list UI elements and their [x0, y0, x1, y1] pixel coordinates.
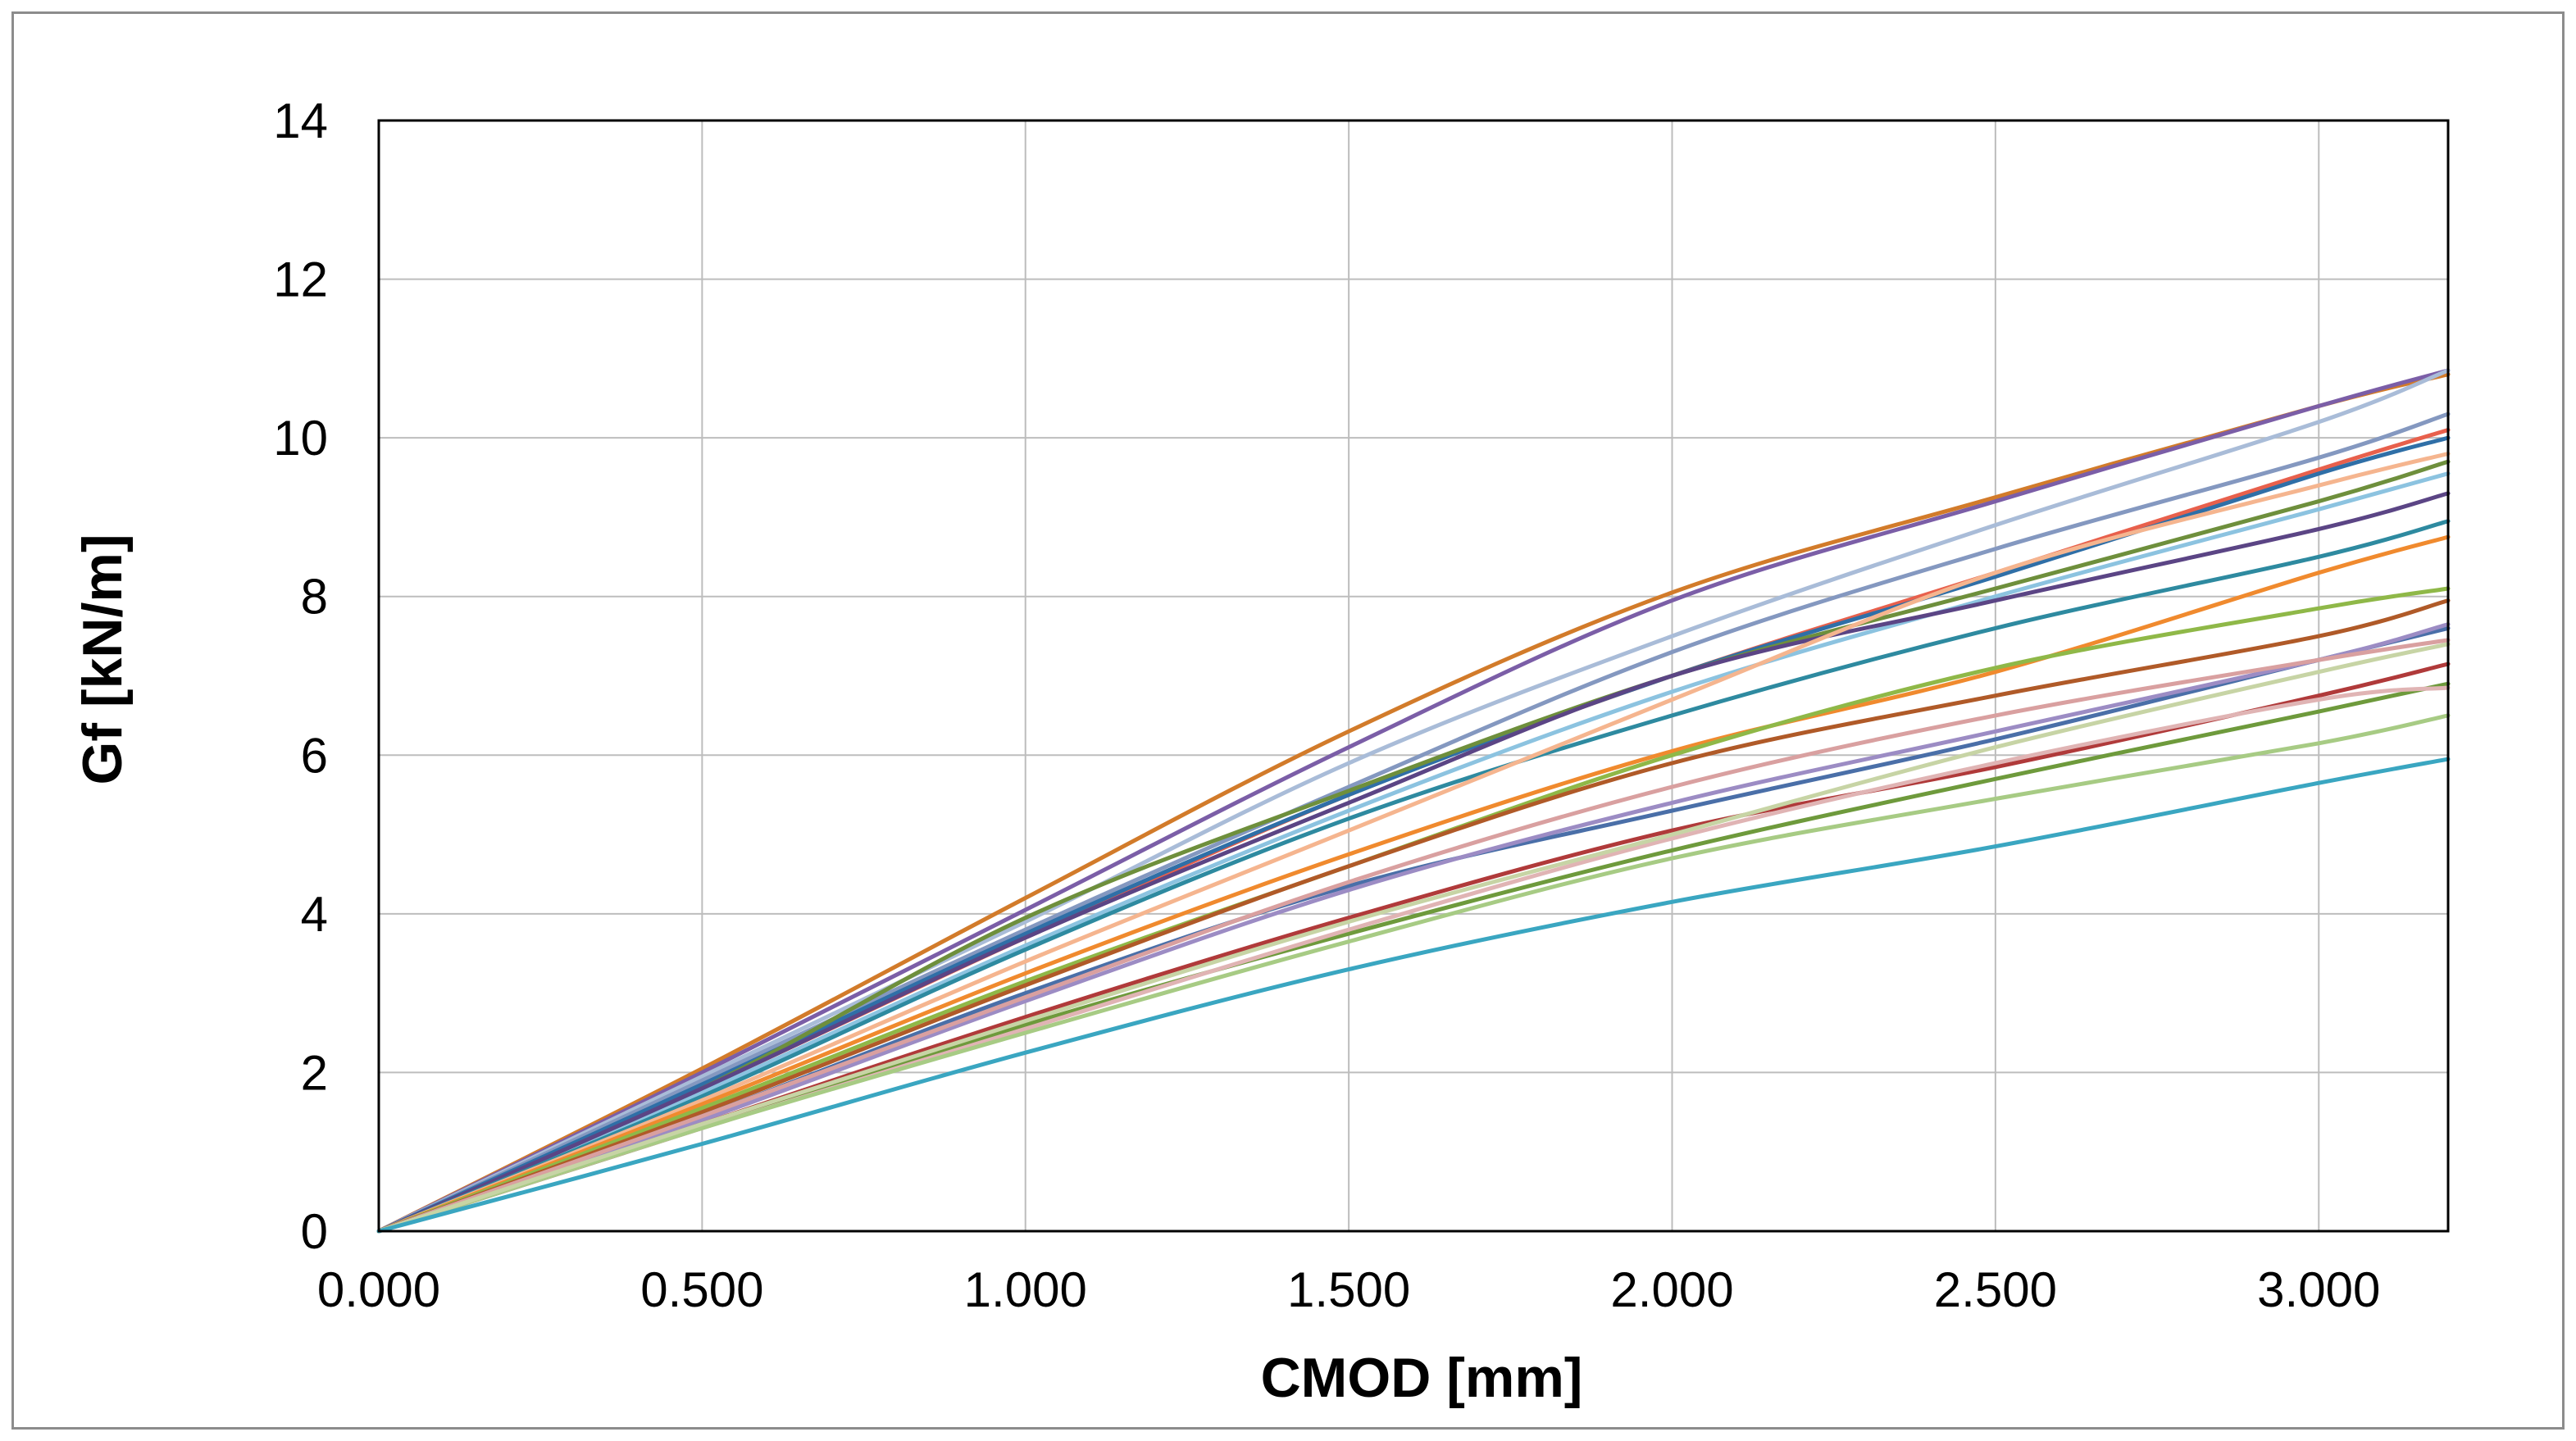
x-tick-label: 2.000 [1610, 1262, 1733, 1317]
x-tick-label: 0.000 [317, 1262, 440, 1317]
x-tick-label: 3.000 [2257, 1262, 2380, 1317]
y-axis-ticks: 0 2 4 6 8 10 12 14 [273, 93, 328, 1259]
y-tick-label: 6 [301, 728, 328, 783]
y-tick-label: 10 [273, 411, 328, 466]
series-line-11 [376, 452, 2451, 1234]
y-tick-label: 12 [273, 252, 328, 307]
series-line-22 [376, 642, 2451, 1234]
x-tick-label: 2.500 [1934, 1262, 2057, 1317]
series-line-6 [376, 435, 2451, 1234]
series-line-8 [376, 471, 2451, 1234]
series-line-14 [376, 598, 2451, 1234]
grid [379, 120, 2448, 1231]
series-line-21 [376, 713, 2451, 1234]
y-tick-label: 4 [301, 887, 328, 942]
series-line-3 [376, 368, 2451, 1234]
x-tick-label: 1.000 [964, 1262, 1087, 1317]
series-group [376, 368, 2451, 1234]
series-line-23 [376, 757, 2451, 1234]
series-line-2 [376, 368, 2451, 1234]
x-tick-label: 0.500 [640, 1262, 763, 1317]
chart-frame [11, 11, 2565, 1430]
plot-area-border [377, 119, 2450, 1233]
series-line-4 [376, 411, 2451, 1234]
x-axis-title: CMOD [mm] [1261, 1347, 1583, 1409]
series-line-17 [376, 638, 2451, 1234]
series-line-12 [376, 534, 2451, 1234]
y-tick-label: 2 [301, 1045, 328, 1100]
x-tick-label: 1.500 [1287, 1262, 1410, 1317]
series-line-9 [376, 491, 2451, 1234]
series-line-16 [376, 622, 2451, 1234]
x-axis-ticks: 0.000 0.500 1.000 1.500 2.000 2.500 3.000 [317, 1262, 2380, 1317]
series-line-10 [376, 519, 2451, 1234]
y-tick-label: 8 [301, 570, 328, 625]
y-tick-label: 0 [301, 1204, 328, 1259]
series-line-15 [376, 625, 2451, 1234]
y-tick-label: 14 [273, 93, 328, 148]
y-axis-title: Gf [kN/m] [71, 534, 134, 785]
